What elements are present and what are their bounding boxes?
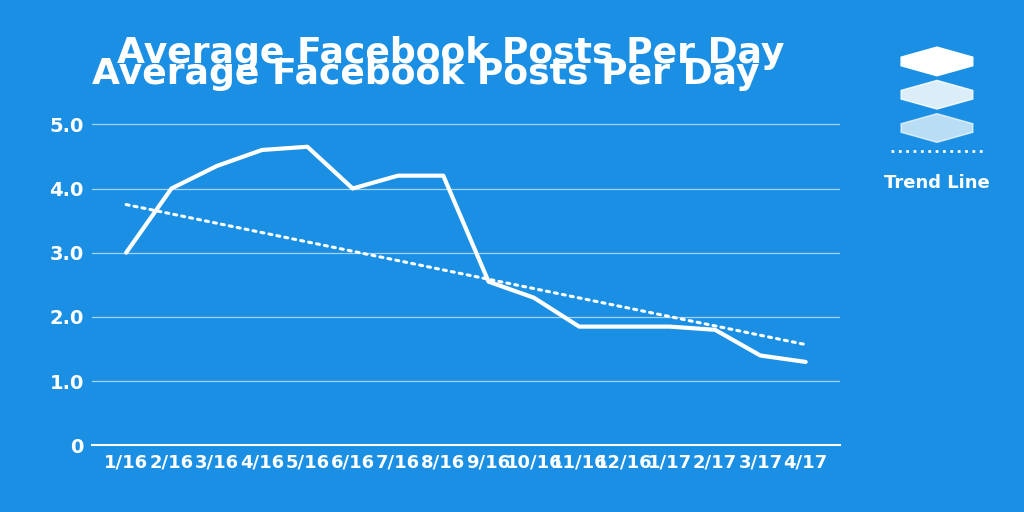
Text: Average Facebook Posts Per Day: Average Facebook Posts Per Day (92, 57, 760, 91)
Text: Trend Line: Trend Line (884, 174, 990, 192)
Text: Average Facebook Posts Per Day: Average Facebook Posts Per Day (117, 36, 784, 70)
